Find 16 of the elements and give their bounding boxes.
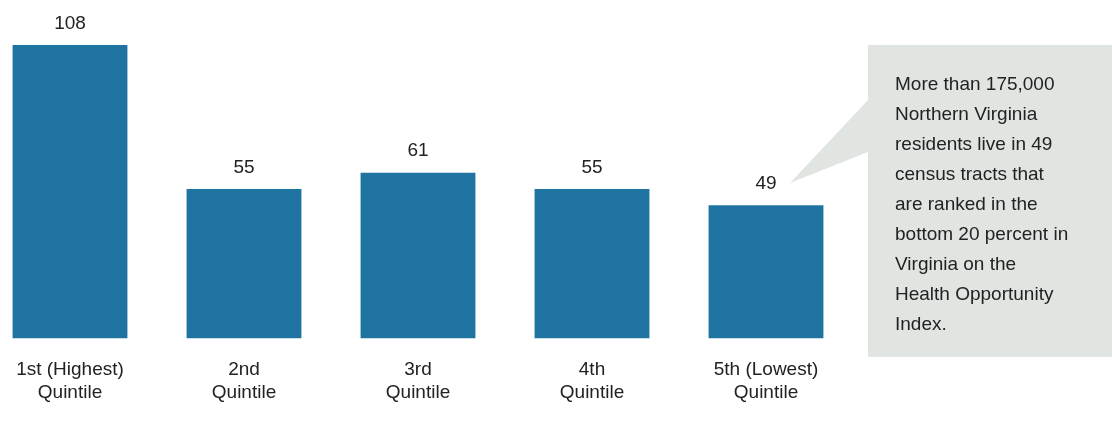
bar: [186, 188, 302, 339]
data-label: 61: [407, 139, 429, 161]
bar: [534, 188, 650, 339]
x-tick-label: 3rd Quintile: [385, 358, 451, 402]
data-label: 55: [581, 155, 603, 177]
data-label: 108: [54, 11, 86, 33]
x-tick-label: 1st (Highest) Quintile: [16, 358, 124, 402]
data-label: 49: [755, 172, 777, 194]
data-label: 55: [233, 155, 255, 177]
x-tick-label: 4th Quintile: [559, 358, 625, 402]
x-tick-label: 5th (Lowest) Quintile: [713, 358, 819, 402]
text: More than 175,000 Northern Virginia residents live in 49 census tracts that are ranked in the bottom 20 percent in Virginia on the Health Opportunity Index.: [895, 73, 1069, 334]
bar: [708, 205, 824, 339]
x-tick-label: 2nd Quintile: [211, 358, 277, 402]
bar: [12, 45, 128, 339]
bar: [360, 172, 476, 339]
